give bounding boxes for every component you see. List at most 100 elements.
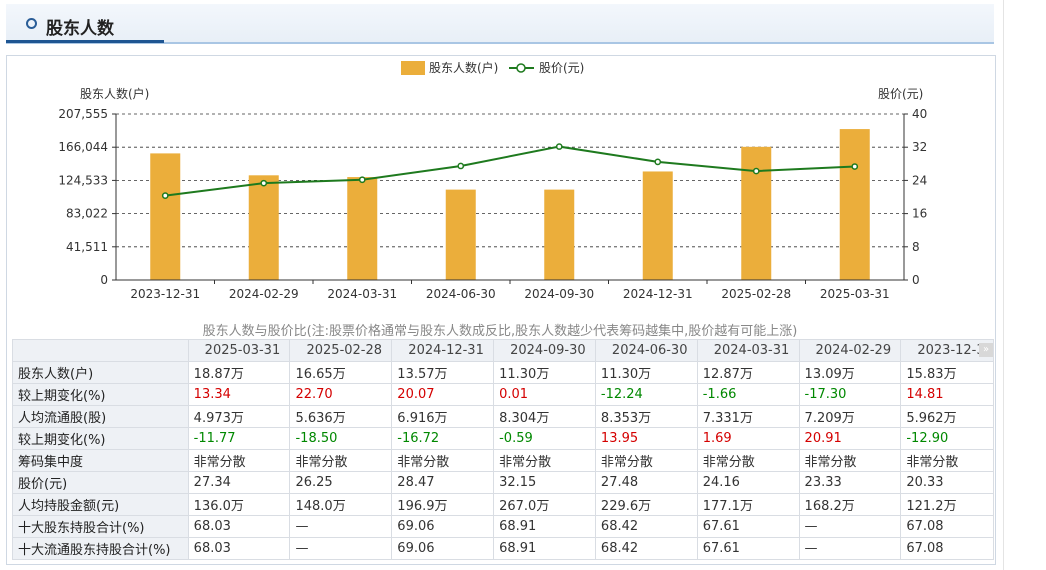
table-cell: — [798,515,902,538]
left-tick-label: 166,044 [58,140,108,154]
row-label: 筹码集中度 [12,449,189,472]
price-point-2024-03-31[interactable] [358,176,366,184]
table-cell: 267.0万 [493,493,596,516]
page-divider [1003,0,1004,570]
table-cell: 非常分散 [798,449,902,472]
left-axis-title: 股东人数(户) [80,86,149,101]
bar-2024-02-29[interactable] [248,175,279,280]
right-axis-title: 股价(元) [878,87,923,101]
table-cell: 22.70 [289,383,393,406]
table-row: 股东人数(户) 18.87万 16.65万 13.57万 11.30万 11.30万 12.… [12,361,994,384]
table-cell: -12.90 [900,427,994,450]
table-cell: 非常分散 [900,449,994,472]
chart-caption: 股东人数与股价比(注:股票价格通常与股东人数成反比,股东人数越少代表筹码越集中,… [202,324,798,339]
table-cell: -17.30 [798,383,902,406]
x-tick-label: 2023-12-31 [130,287,200,301]
table-cell: 6.916万 [391,405,495,428]
table-cell: 20.33 [900,471,994,494]
table-row: 十大流通股东持股合计(%) 68.03—69.06 68.91 68.42 67.61—… [12,537,994,560]
bar-2024-09-30[interactable] [544,189,575,280]
legend-bar-swatch [401,61,425,75]
table-cell: 13.34 [187,383,291,406]
table-cell: 15.83万 [900,361,994,384]
table-cell: 26.25 [289,471,393,494]
table-cell: 非常分散 [289,449,393,472]
table-cell: 68.42 [594,537,698,560]
x-tick-label: 2024-06-30 [426,287,496,301]
table-cell: 5.962万 [900,405,994,428]
table-cell: 7.331万 [696,405,800,428]
table-row: 十大股东持股合计(%) 68.03—69.06 68.91 68.42 67.61—67… [12,515,994,538]
price-point-2024-06-30[interactable] [457,162,465,170]
table-cell: 11.30万 [493,361,596,384]
table-cell: -1.66 [696,383,800,406]
price-point-2023-12-31[interactable] [161,192,169,199]
scroll-right-icon[interactable]: » [979,343,993,357]
table-cell: 32.15 [493,471,596,494]
price-point-2025-03-31[interactable] [851,163,859,170]
row-label: 人均流通股(股) [12,405,189,428]
table-cell: 67.61 [696,537,800,560]
bar-2024-12-31[interactable] [642,171,673,280]
price-point-2024-09-30[interactable] [555,143,563,150]
row-label: 十大流通股东持股合计(%) [12,537,189,560]
row-label: 较上期变化(%) [12,427,189,450]
table-cell: 20.07 [391,383,495,406]
table-cell: 4.973万 [187,405,291,428]
table-header-date: 2023-12-31» [900,339,994,362]
bar-2023-12-31[interactable] [150,153,181,280]
table-cell: -18.50 [289,427,393,450]
x-tick-label: 2024-02-29 [229,287,299,301]
left-tick-label: 124,533 [58,173,108,187]
table-cell: 27.48 [594,471,698,494]
table-cell: 28.47 [391,471,495,494]
table-cell: 136.0万 [187,493,291,516]
shareholder-panel: 股东人数 股东人数(户) 股价(元) 股东人数(户) 股价(元) 0 41,511… [6,0,996,568]
right-tick-label: 0 [912,273,920,287]
right-tick-label: 8 [912,240,920,254]
x-tick-label: 2024-09-30 [524,287,594,301]
price-point-2024-02-29[interactable] [260,179,268,187]
table-cell: — [289,537,393,560]
table-cell: 非常分散 [391,449,495,472]
price-point-2024-12-31[interactable] [654,158,662,166]
bar-2024-06-30[interactable] [445,189,476,280]
table-cell: 非常分散 [594,449,698,472]
right-tick-label: 32 [912,140,927,154]
table-cell: 13.09万 [798,361,902,384]
x-tick-label: 2024-03-31 [327,287,397,301]
left-tick-label: 41,511 [66,240,108,254]
panel-title: 股东人数 [46,19,114,39]
table-cell: 121.2万 [900,493,994,516]
table-cell: 14.81 [900,383,994,406]
bar-2024-03-31[interactable] [347,177,378,280]
left-tick-label: 207,555 [58,107,108,121]
table-cell: 1.69 [696,427,800,450]
table-cell: 68.42 [594,515,698,538]
row-label: 人均持股金额(元) [12,493,189,516]
bar-2025-02-28[interactable] [741,146,772,280]
table-header-date: 2024-02-29 [798,339,902,362]
table-cell: 非常分散 [187,449,291,472]
table-cell: 23.33 [798,471,902,494]
table-cell: 177.1万 [696,493,800,516]
table-cell: 16.65万 [289,361,393,384]
table-corner-cell [12,339,189,362]
table-cell: -16.72 [391,427,495,450]
price-point-2025-02-28[interactable] [752,167,760,175]
table-header-date: 2024-09-30 [493,339,596,362]
row-label: 较上期变化(%) [12,383,189,406]
chart-box [6,55,996,565]
table-cell: 69.06 [391,515,495,538]
table-row: 人均流通股(股) 4.973万 5.636万 6.916万 8.304万 8.353万 7.… [12,405,994,428]
table-header-date: 2025-03-31 [187,339,291,362]
table-cell: 67.08 [900,537,994,560]
chart-legend: 股东人数(户) 股价(元) [401,60,584,75]
table-cell: 69.06 [391,537,495,560]
table-cell: 68.03 [187,537,291,560]
table-row: 人均持股金额(元) 136.0万 148.0万 196.9万 267.0万 229.6万 1… [12,493,994,516]
table-cell: 12.87万 [696,361,800,384]
bar-2025-03-31[interactable] [839,129,870,280]
x-tick-label: 2025-03-31 [820,287,890,301]
table-row: 较上期变化(%) -11.77 -18.50 -16.72 -0.59 13.95 1.69… [12,427,994,450]
